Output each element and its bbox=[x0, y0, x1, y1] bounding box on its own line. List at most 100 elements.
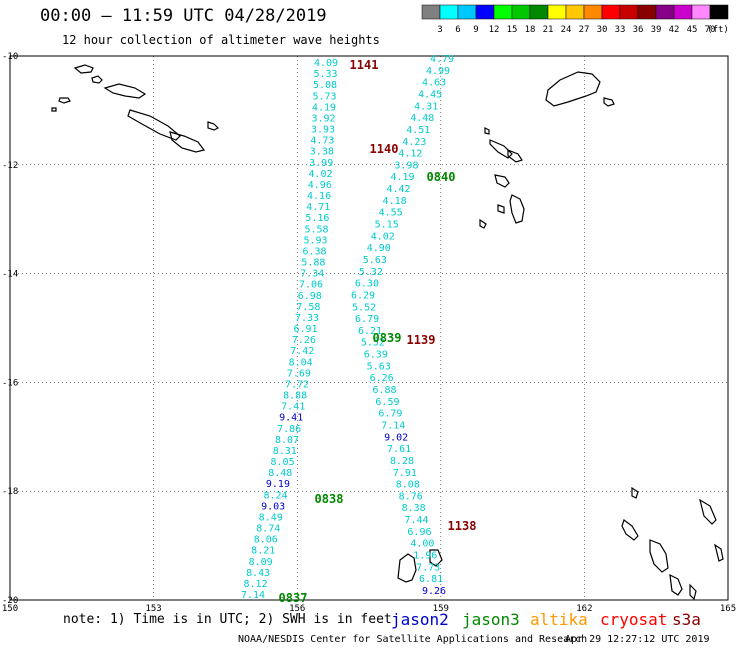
legend-jason3: jason3 bbox=[462, 610, 520, 629]
track-b-value: 6.59 bbox=[375, 397, 399, 408]
track-b-values: 4.794.994.634.454.314.484.514.234.123.98… bbox=[351, 54, 454, 597]
colorbar-label: 33 bbox=[615, 25, 626, 35]
colorbar-swatch bbox=[421, 4, 441, 20]
legend-altika: altika bbox=[530, 610, 588, 629]
colorbar-label: 24 bbox=[561, 25, 572, 35]
track-b-value: 8.08 bbox=[396, 480, 420, 491]
track-b-value: 5.52 bbox=[352, 302, 376, 313]
track-b-value: 5.63 bbox=[363, 255, 387, 266]
x-tick-label: 156 bbox=[289, 604, 305, 614]
colorbar-label: (ft) bbox=[707, 25, 729, 35]
colorbar-swatch bbox=[565, 4, 585, 20]
colorbar-swatch bbox=[709, 4, 729, 20]
track-b-value: 8.38 bbox=[402, 503, 426, 514]
track-a-value: 3.92 bbox=[311, 113, 335, 124]
y-tick-label: -16 bbox=[2, 378, 18, 388]
track-b-value: 5.63 bbox=[367, 361, 391, 372]
colorbar-label: 27 bbox=[579, 25, 590, 35]
track-b-value: 4.00 bbox=[410, 539, 434, 550]
track-a-value: 6.38 bbox=[302, 246, 326, 257]
track-b-value: 4.12 bbox=[398, 149, 422, 160]
colorbar-swatch bbox=[439, 4, 459, 20]
track-b-value: 6.39 bbox=[364, 350, 388, 361]
colorbar-swatch bbox=[619, 4, 639, 20]
track-b-value: 4.79 bbox=[430, 54, 454, 65]
track-a-value: 6.91 bbox=[293, 324, 317, 335]
track-a-value: 3.99 bbox=[309, 158, 333, 169]
track-a-value: 4.19 bbox=[312, 102, 336, 113]
colorbar-swatch bbox=[583, 4, 603, 20]
track-b-value: 6.29 bbox=[351, 290, 375, 301]
time-label: 1140 bbox=[370, 142, 399, 156]
time-label: 0840 bbox=[427, 170, 456, 184]
track-b-value: 7.91 bbox=[393, 468, 417, 479]
colorbar-label: 9 bbox=[473, 25, 478, 35]
track-b-value: 6.21 bbox=[358, 326, 382, 337]
track-b-value: 6.26 bbox=[370, 373, 394, 384]
track-a-value: 6.98 bbox=[298, 291, 322, 302]
track-b-value: 4.51 bbox=[406, 125, 430, 136]
time-labels: 1141 1140 1139 1138 0840 0839 0838 0837 bbox=[279, 58, 477, 605]
gridlines bbox=[10, 56, 728, 600]
colorbar-swatch bbox=[691, 4, 711, 20]
colorbar-legend: 3 6 9 12 15 18 21 24 27 30 33 36 39 42 45 70(ft) bbox=[421, 4, 729, 35]
track-b-value: 3.98 bbox=[394, 160, 418, 171]
y-tick-label: -18 bbox=[2, 487, 18, 497]
track-b-value: 6.79 bbox=[378, 409, 402, 420]
colorbar-swatch bbox=[511, 4, 531, 20]
colorbar-label: 30 bbox=[597, 25, 608, 35]
colorbar-swatch bbox=[475, 4, 495, 20]
track-b-value: 5.15 bbox=[375, 220, 399, 231]
track-a-value: 4.02 bbox=[308, 169, 332, 180]
track-b-value: 7.61 bbox=[387, 444, 411, 455]
track-a-value: 8.07 bbox=[275, 435, 299, 446]
track-a-value: 7.58 bbox=[296, 302, 320, 313]
time-label: 0838 bbox=[315, 492, 344, 506]
track-a-value: 8.04 bbox=[289, 357, 313, 368]
track-b-value: 7.73 bbox=[416, 562, 440, 573]
track-a-value: 7.34 bbox=[300, 269, 324, 280]
track-a-value: 8.48 bbox=[268, 468, 292, 479]
track-a-value: 8.88 bbox=[283, 391, 307, 402]
legend-cryosat: cryosat bbox=[600, 610, 668, 629]
x-tick-label: 153 bbox=[145, 604, 161, 614]
track-a-value: 7.14 bbox=[241, 590, 265, 601]
colorbar-swatch bbox=[493, 4, 513, 20]
track-a-value: 7.86 bbox=[277, 424, 301, 435]
legend-s3a: s3a bbox=[672, 610, 701, 629]
colorbar-label: 70 bbox=[705, 25, 716, 35]
track-b-value: 4.42 bbox=[386, 184, 410, 195]
track-a-value: 3.93 bbox=[311, 125, 335, 136]
track-a-value: 5.88 bbox=[301, 258, 325, 269]
colorbar-label: 21 bbox=[543, 25, 554, 35]
colorbar-label: 12 bbox=[489, 25, 500, 35]
track-a-value: 8.06 bbox=[254, 535, 278, 546]
track-b-value: 4.63 bbox=[422, 78, 446, 89]
track-b-value: 5.52 bbox=[361, 338, 385, 349]
colorbar-label: 3 bbox=[437, 25, 442, 35]
colorbar-swatch bbox=[601, 4, 621, 20]
y-tick-label: -14 bbox=[2, 270, 18, 280]
track-a-value: 8.31 bbox=[273, 446, 297, 457]
colorbar-label: 6 bbox=[455, 25, 460, 35]
track-b-value: 7.44 bbox=[404, 515, 428, 526]
track-b-value: 7.14 bbox=[381, 420, 405, 431]
track-a-value: 5.08 bbox=[313, 80, 337, 91]
time-label: 1139 bbox=[407, 333, 436, 347]
colorbar-label: 39 bbox=[651, 25, 662, 35]
track-a-value: 4.71 bbox=[306, 202, 330, 213]
track-b-value: 4.45 bbox=[418, 89, 442, 100]
timestamp: Apr 29 12:27:12 UTC 2019 bbox=[565, 634, 710, 645]
track-a-value: 4.09 bbox=[314, 58, 338, 69]
colorbar-swatch bbox=[529, 4, 549, 20]
coastlines bbox=[51, 64, 724, 601]
track-a-value: 8.09 bbox=[249, 557, 273, 568]
track-a-value: 5.33 bbox=[313, 69, 337, 80]
track-b-value: 5.32 bbox=[359, 267, 383, 278]
track-b-value: 4.55 bbox=[379, 208, 403, 219]
track-a-value: 7.72 bbox=[285, 379, 309, 390]
time-label: 0837 bbox=[279, 591, 308, 605]
colorbar-swatch bbox=[457, 4, 477, 20]
track-b-value: 4.18 bbox=[383, 196, 407, 207]
